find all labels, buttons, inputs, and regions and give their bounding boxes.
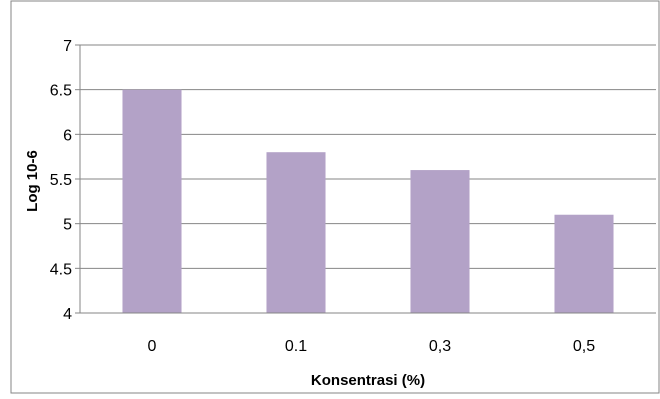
- x-tick-label: 0.1: [285, 338, 307, 355]
- y-tick-label: 5.5: [50, 172, 72, 189]
- x-tick-label: 0,3: [429, 338, 451, 355]
- x-tick-labels: 0 0.1 0,3 0,5: [148, 338, 596, 355]
- y-tick-label: 6: [63, 127, 72, 144]
- y-tick-label: 4.5: [50, 261, 72, 278]
- y-tick-label: 6.5: [50, 83, 72, 100]
- axes: [75, 44, 656, 314]
- x-tick-label: 0: [148, 338, 157, 355]
- bar-0-5: [554, 214, 614, 313]
- x-tick-label: 0,5: [573, 338, 595, 355]
- bar-0: [122, 89, 182, 314]
- y-tick-label: 7: [63, 38, 72, 55]
- bar-0-3: [410, 170, 470, 313]
- bar-0-1: [266, 152, 326, 313]
- y-axis-title: Log 10-6: [24, 150, 41, 212]
- x-axis-title: Konsentrasi (%): [311, 372, 425, 389]
- bars: [122, 89, 614, 314]
- y-tick-labels: 4 4.5 5 5.5 6 6.5 7: [50, 38, 72, 323]
- chart-frame: [10, 0, 660, 394]
- y-tick-label: 4: [63, 306, 72, 323]
- y-tick-label: 5: [63, 217, 72, 234]
